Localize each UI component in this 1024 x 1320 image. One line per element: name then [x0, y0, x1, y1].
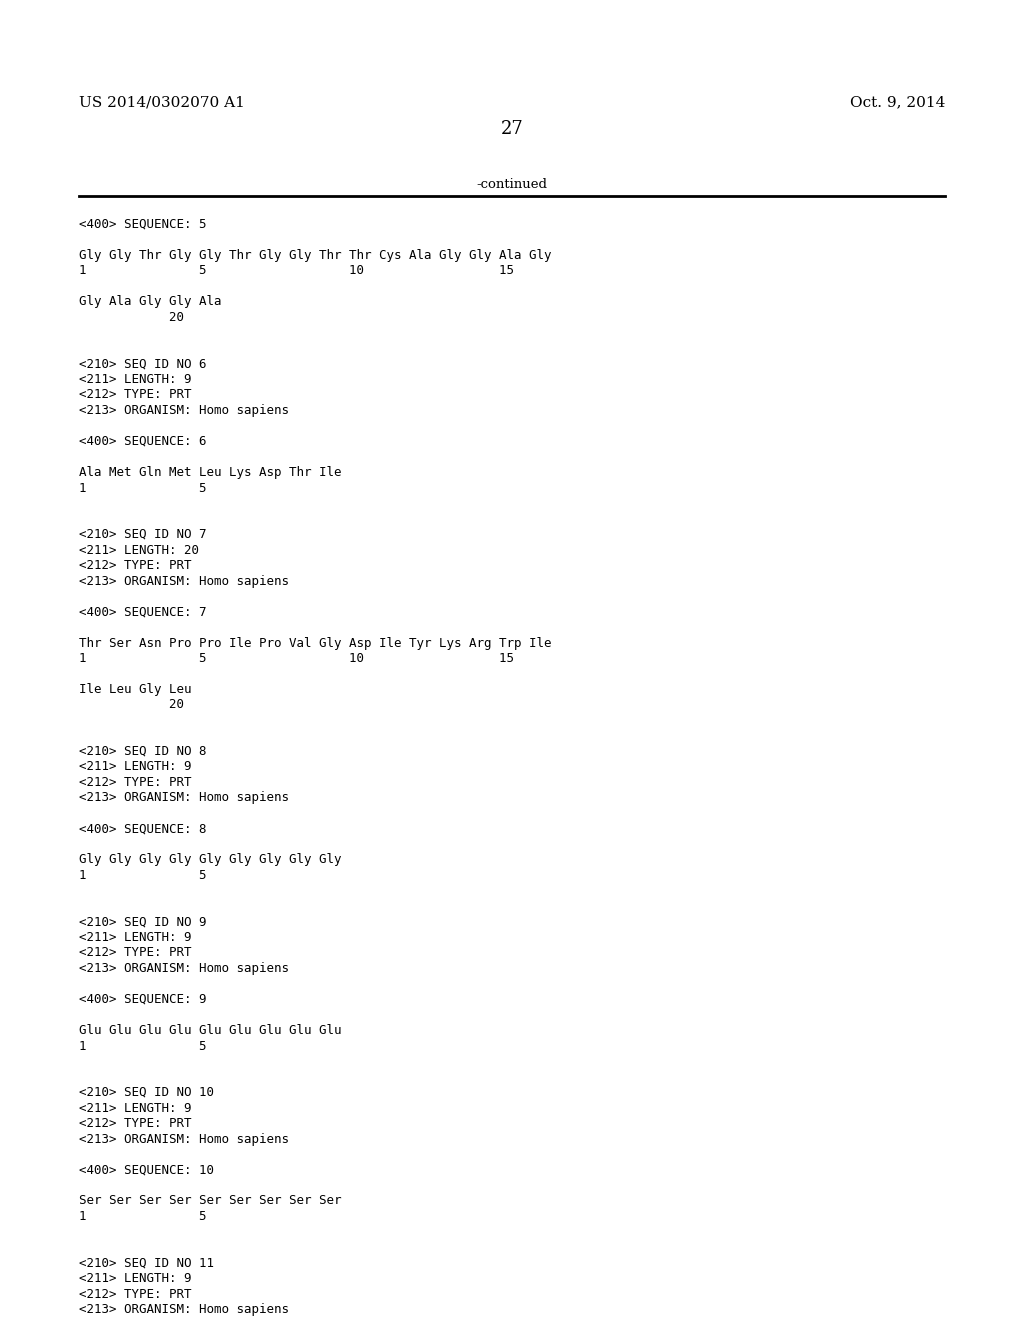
Text: <212> TYPE: PRT: <212> TYPE: PRT: [79, 388, 191, 401]
Text: <211> LENGTH: 9: <211> LENGTH: 9: [79, 931, 191, 944]
Text: <213> ORGANISM: Homo sapiens: <213> ORGANISM: Homo sapiens: [79, 1303, 289, 1316]
Text: Gly Gly Gly Gly Gly Gly Gly Gly Gly: Gly Gly Gly Gly Gly Gly Gly Gly Gly: [79, 854, 341, 866]
Text: <212> TYPE: PRT: <212> TYPE: PRT: [79, 946, 191, 960]
Text: <211> LENGTH: 9: <211> LENGTH: 9: [79, 1101, 191, 1114]
Text: Glu Glu Glu Glu Glu Glu Glu Glu Glu: Glu Glu Glu Glu Glu Glu Glu Glu Glu: [79, 1024, 341, 1038]
Text: Ser Ser Ser Ser Ser Ser Ser Ser Ser: Ser Ser Ser Ser Ser Ser Ser Ser Ser: [79, 1195, 341, 1208]
Text: 1               5                   10                  15: 1 5 10 15: [79, 652, 514, 665]
Text: 20: 20: [79, 698, 184, 711]
Text: Gly Ala Gly Gly Ala: Gly Ala Gly Gly Ala: [79, 296, 221, 309]
Text: <211> LENGTH: 9: <211> LENGTH: 9: [79, 760, 191, 774]
Text: Thr Ser Asn Pro Pro Ile Pro Val Gly Asp Ile Tyr Lys Arg Trp Ile: Thr Ser Asn Pro Pro Ile Pro Val Gly Asp …: [79, 636, 551, 649]
Text: <213> ORGANISM: Homo sapiens: <213> ORGANISM: Homo sapiens: [79, 404, 289, 417]
Text: <400> SEQUENCE: 6: <400> SEQUENCE: 6: [79, 436, 207, 447]
Text: <210> SEQ ID NO 6: <210> SEQ ID NO 6: [79, 358, 207, 371]
Text: <400> SEQUENCE: 9: <400> SEQUENCE: 9: [79, 993, 207, 1006]
Text: 1               5                   10                  15: 1 5 10 15: [79, 264, 514, 277]
Text: 1               5: 1 5: [79, 1040, 207, 1052]
Text: Ile Leu Gly Leu: Ile Leu Gly Leu: [79, 682, 191, 696]
Text: <212> TYPE: PRT: <212> TYPE: PRT: [79, 1117, 191, 1130]
Text: <212> TYPE: PRT: <212> TYPE: PRT: [79, 558, 191, 572]
Text: <210> SEQ ID NO 9: <210> SEQ ID NO 9: [79, 916, 207, 928]
Text: <213> ORGANISM: Homo sapiens: <213> ORGANISM: Homo sapiens: [79, 1133, 289, 1146]
Text: <210> SEQ ID NO 10: <210> SEQ ID NO 10: [79, 1086, 214, 1100]
Text: <211> LENGTH: 9: <211> LENGTH: 9: [79, 1272, 191, 1284]
Text: -continued: -continued: [476, 178, 548, 191]
Text: <400> SEQUENCE: 8: <400> SEQUENCE: 8: [79, 822, 207, 836]
Text: <400> SEQUENCE: 5: <400> SEQUENCE: 5: [79, 218, 207, 231]
Text: <212> TYPE: PRT: <212> TYPE: PRT: [79, 1287, 191, 1300]
Text: 20: 20: [79, 312, 184, 323]
Text: <211> LENGTH: 9: <211> LENGTH: 9: [79, 374, 191, 385]
Text: <212> TYPE: PRT: <212> TYPE: PRT: [79, 776, 191, 789]
Text: <213> ORGANISM: Homo sapiens: <213> ORGANISM: Homo sapiens: [79, 962, 289, 975]
Text: <210> SEQ ID NO 11: <210> SEQ ID NO 11: [79, 1257, 214, 1270]
Text: <210> SEQ ID NO 7: <210> SEQ ID NO 7: [79, 528, 207, 541]
Text: <400> SEQUENCE: 7: <400> SEQUENCE: 7: [79, 606, 207, 619]
Text: <400> SEQUENCE: 10: <400> SEQUENCE: 10: [79, 1163, 214, 1176]
Text: 1               5: 1 5: [79, 1210, 207, 1224]
Text: 27: 27: [501, 120, 523, 139]
Text: Gly Gly Thr Gly Gly Thr Gly Gly Thr Thr Cys Ala Gly Gly Ala Gly: Gly Gly Thr Gly Gly Thr Gly Gly Thr Thr …: [79, 249, 551, 261]
Text: Ala Met Gln Met Leu Lys Asp Thr Ile: Ala Met Gln Met Leu Lys Asp Thr Ile: [79, 466, 341, 479]
Text: 1               5: 1 5: [79, 482, 207, 495]
Text: <213> ORGANISM: Homo sapiens: <213> ORGANISM: Homo sapiens: [79, 574, 289, 587]
Text: <211> LENGTH: 20: <211> LENGTH: 20: [79, 544, 199, 557]
Text: US 2014/0302070 A1: US 2014/0302070 A1: [79, 95, 245, 110]
Text: 1               5: 1 5: [79, 869, 207, 882]
Text: <210> SEQ ID NO 8: <210> SEQ ID NO 8: [79, 744, 207, 758]
Text: Oct. 9, 2014: Oct. 9, 2014: [850, 95, 945, 110]
Text: <213> ORGANISM: Homo sapiens: <213> ORGANISM: Homo sapiens: [79, 792, 289, 804]
